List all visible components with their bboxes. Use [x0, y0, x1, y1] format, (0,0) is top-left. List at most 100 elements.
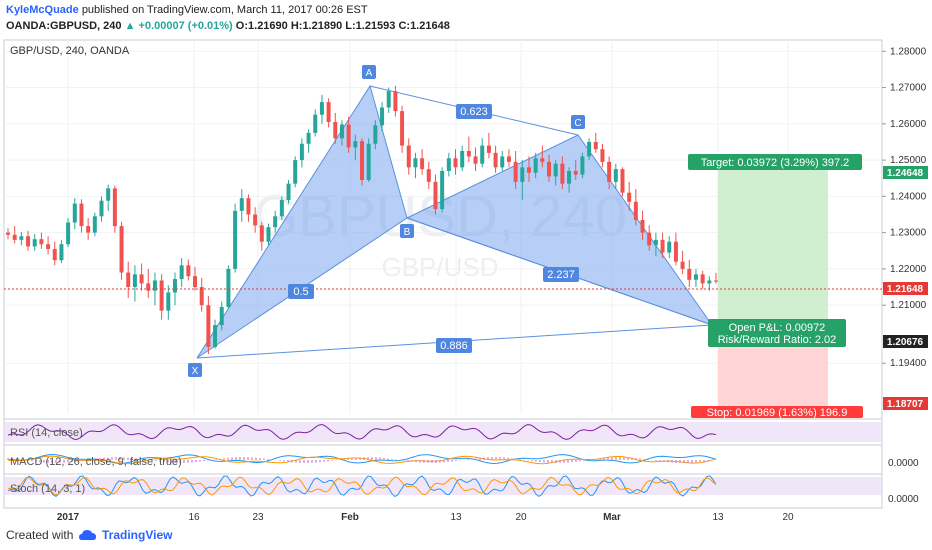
- watermark-sub: GBP/USD: [381, 252, 498, 282]
- candle-body: [420, 158, 425, 170]
- candle-body: [119, 226, 124, 273]
- price-tick-label: 1.28000: [890, 46, 927, 57]
- macd-pane[interactable]: MACD (12, 26, close, 9, false, true) 0.0…: [4, 444, 919, 469]
- candle-body: [306, 132, 311, 144]
- candle-body: [253, 214, 258, 226]
- candle-body: [299, 143, 304, 161]
- candle-body: [132, 274, 137, 288]
- candle-body: [319, 102, 324, 115]
- candle-body: [199, 287, 204, 306]
- candle-body: [59, 244, 64, 261]
- symbol-label: OANDA:GBPUSD, 240: [6, 20, 122, 32]
- candle-body: [233, 210, 238, 269]
- price-tick-label: 1.25000: [890, 155, 927, 166]
- candle-body: [52, 248, 57, 261]
- candle-body: [440, 170, 445, 210]
- candle-body: [700, 274, 705, 284]
- publish-line: KyleMcQuade published on TradingView.com…: [6, 4, 368, 16]
- stop-zone: [718, 342, 828, 408]
- candle-body: [46, 244, 51, 249]
- chart-header: KyleMcQuade published on TradingView.com…: [0, 0, 932, 36]
- candle-body: [486, 145, 491, 153]
- price-tick-label: 1.23000: [890, 228, 927, 239]
- svg-text:0.5: 0.5: [293, 286, 308, 298]
- stoch-pane[interactable]: Stoch (14, 3, 1) 0.0000: [4, 473, 919, 505]
- candle-body: [647, 232, 652, 246]
- time-tick-label: 2017: [57, 512, 80, 520]
- price-flag-stop: 1.18707: [883, 397, 928, 410]
- candle-body: [520, 167, 525, 182]
- price-tick-label: 1.19400: [890, 358, 927, 369]
- time-tick-label: 13: [450, 512, 462, 520]
- point-label-c: C: [571, 115, 585, 129]
- point-label-x: X: [188, 363, 202, 377]
- price-flag-target: 1.24648: [883, 166, 928, 179]
- candle-body: [660, 239, 665, 253]
- candle-body: [373, 125, 378, 144]
- candle-body: [553, 163, 558, 177]
- svg-text:Stop: 0.01969 (1.63%) 196.9: Stop: 0.01969 (1.63%) 196.9: [707, 407, 848, 419]
- price-chart[interactable]: GBPUSD, 240 GBP/USD GBP/USD, 240, OANDA …: [0, 36, 932, 520]
- candle-body: [152, 280, 157, 291]
- candle-body: [19, 236, 24, 240]
- candle-body: [446, 158, 451, 171]
- candle-body: [273, 216, 278, 228]
- svg-text:A: A: [366, 68, 373, 79]
- candle-body: [339, 124, 344, 139]
- candle-body: [560, 163, 565, 184]
- candle-body: [526, 167, 531, 173]
- candle-body: [112, 188, 117, 227]
- candle-body: [580, 156, 585, 175]
- candle-body: [386, 91, 391, 108]
- tradingview-brand-link[interactable]: TradingView: [102, 528, 173, 542]
- candle-body: [346, 124, 351, 148]
- candle-body: [106, 188, 111, 201]
- chart-title: GBP/USD, 240, OANDA: [10, 45, 130, 57]
- candle-body: [353, 141, 358, 148]
- price-tick-label: 1.24000: [890, 191, 927, 202]
- candle-body: [193, 276, 198, 288]
- price-axis[interactable]: 1.28000 1.27000 1.26000 1.25000 1.24000 1.230…: [882, 46, 927, 369]
- price-flag-entry: 1.20676: [883, 335, 928, 348]
- candle-body: [493, 152, 498, 168]
- candle-body: [707, 280, 712, 284]
- target-zone: [718, 162, 828, 324]
- candle-body: [86, 226, 91, 233]
- candle-body: [79, 203, 84, 227]
- candles: [6, 85, 718, 355]
- candle-body: [206, 305, 211, 347]
- candle-body: [453, 158, 458, 168]
- candle-body: [613, 169, 618, 182]
- svg-text:1.18707: 1.18707: [887, 399, 924, 410]
- candle-body: [406, 145, 411, 168]
- candle-body: [607, 161, 612, 182]
- stoch-label: Stoch (14, 3, 1): [10, 483, 85, 495]
- time-axis[interactable]: 2017 16 23 Feb 13 20 Mar 13 20: [57, 512, 794, 520]
- macd-label: MACD (12, 26, close, 9, false, true): [10, 456, 182, 468]
- candle-body: [640, 219, 645, 233]
- price-tick-label: 1.22000: [890, 264, 927, 275]
- candle-body: [413, 158, 418, 168]
- candle-body: [673, 241, 678, 262]
- rsi-pane[interactable]: RSI (14, close): [4, 418, 882, 442]
- svg-text:1.20676: 1.20676: [887, 337, 924, 348]
- candle-body: [506, 156, 511, 162]
- candle-body: [293, 160, 298, 184]
- candle-body: [466, 151, 471, 157]
- candle-body: [26, 236, 31, 247]
- candle-body: [627, 192, 632, 202]
- pattern-triangle-bcd: [405, 134, 714, 326]
- svg-text:1.21648: 1.21648: [887, 284, 924, 295]
- candle-body: [279, 199, 284, 217]
- candle-body: [166, 292, 171, 311]
- candle-body: [540, 158, 545, 162]
- ratio-label-xb: 0.5: [288, 284, 314, 299]
- svg-text:1.24648: 1.24648: [887, 168, 924, 179]
- price-flag-current: 1.21648: [883, 282, 928, 295]
- svg-text:X: X: [192, 366, 199, 377]
- time-tick-label: 16: [188, 512, 200, 520]
- candle-body: [92, 216, 97, 233]
- author-link[interactable]: KyleMcQuade: [6, 4, 79, 16]
- candle-body: [714, 280, 718, 282]
- candle-body: [172, 279, 177, 293]
